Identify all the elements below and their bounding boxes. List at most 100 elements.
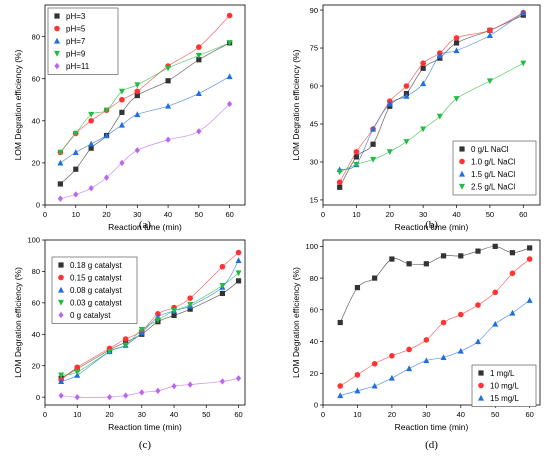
data-point <box>171 308 178 314</box>
data-point <box>457 347 464 354</box>
data-point <box>187 301 194 308</box>
data-point <box>235 270 242 277</box>
y-tick-label: 60 <box>310 306 318 315</box>
x-tick-label: 30 <box>133 210 141 219</box>
data-point <box>219 290 226 297</box>
data-point <box>57 159 64 166</box>
data-point <box>187 381 193 388</box>
data-point <box>235 257 242 264</box>
legend-marker <box>54 50 60 57</box>
legend-marker <box>58 286 64 293</box>
data-point <box>453 96 460 102</box>
data-point <box>406 261 412 267</box>
data-point <box>235 375 242 382</box>
series-line <box>61 272 239 376</box>
data-point <box>354 387 361 394</box>
y-tick-label: 40 <box>32 330 40 339</box>
legend-label: 10 mg/L <box>490 382 519 391</box>
data-point <box>475 248 481 254</box>
y-tick-label: 80 <box>310 274 318 283</box>
data-point <box>58 392 64 399</box>
series-line <box>60 103 230 200</box>
data-point <box>388 374 395 381</box>
data-point <box>119 96 125 103</box>
legend-marker <box>478 394 484 401</box>
data-point <box>509 270 516 277</box>
data-point <box>337 383 344 389</box>
data-point <box>492 243 498 249</box>
data-point <box>57 195 63 202</box>
series-1 <box>337 243 533 326</box>
data-point <box>155 387 161 395</box>
x-tick-label: 50 <box>195 210 203 219</box>
legend-label: pH=5 <box>66 25 86 34</box>
chart-panel-2: 0 10 20 30 40 50 60 15 30 45 60 75 90 Reaction time (… <box>291 4 541 232</box>
legend-marker <box>478 370 484 376</box>
data-point <box>106 393 113 401</box>
series-line <box>60 252 239 381</box>
series-2 <box>337 256 533 389</box>
legend-marker <box>54 25 60 32</box>
x-tick-label: 50 <box>202 410 210 419</box>
legend: 0 g/L NaCl 1.0 g/L NaCl 1.5 g/L NaCl 2.5 g/… <box>452 140 537 196</box>
panel-label: (a) <box>139 219 152 231</box>
x-axis-title: Reaction time (min) <box>108 422 182 432</box>
x-tick-label: 60 <box>525 410 533 419</box>
x-tick-label: 20 <box>386 210 394 219</box>
data-point <box>165 65 172 72</box>
x-tick-label: 60 <box>234 410 242 419</box>
series-line <box>339 12 524 170</box>
y-tick-label: 20 <box>310 369 318 378</box>
data-point <box>165 102 172 109</box>
x-tick-label: 20 <box>102 210 110 219</box>
data-point <box>226 73 233 80</box>
data-point <box>457 311 464 318</box>
data-point <box>58 378 65 385</box>
data-point <box>73 166 79 172</box>
series-line <box>339 245 530 323</box>
data-point <box>171 382 177 390</box>
data-point <box>72 149 79 155</box>
data-point <box>57 181 63 187</box>
data-point <box>195 52 202 59</box>
data-point <box>219 282 226 289</box>
data-point <box>119 109 125 115</box>
data-point <box>235 249 242 256</box>
y-tick-label: 80 <box>32 32 40 41</box>
y-tick-label: 0 <box>36 201 40 210</box>
data-point <box>337 392 344 399</box>
data-point <box>492 289 499 296</box>
data-point <box>226 40 233 47</box>
data-point <box>134 147 140 154</box>
legend-marker <box>58 262 64 268</box>
x-tick-label: 40 <box>452 210 460 219</box>
y-tick-label: 15 <box>310 196 318 205</box>
y-axis-title: LOM Degration efficiency (%) <box>291 49 301 160</box>
data-point <box>336 179 343 186</box>
data-point <box>195 90 202 97</box>
x-tick-label: 30 <box>419 210 427 219</box>
panel-label: (d) <box>425 439 438 451</box>
panel-label: (b) <box>425 219 438 231</box>
data-point <box>187 306 193 312</box>
panel-label: (c) <box>139 439 152 451</box>
x-tick-label: 40 <box>170 410 178 419</box>
y-tick-label: 75 <box>310 44 318 53</box>
plot-frame <box>44 239 246 406</box>
data-point <box>337 319 343 326</box>
data-point <box>453 35 460 41</box>
data-point <box>520 60 527 67</box>
data-point <box>88 111 95 118</box>
legend-label: 0.08 g catalyst <box>70 286 122 295</box>
data-point <box>227 100 233 108</box>
data-point <box>74 364 81 371</box>
data-point <box>226 12 233 19</box>
data-point <box>165 136 171 143</box>
plot-frame <box>322 4 541 206</box>
data-point <box>520 9 527 16</box>
data-point <box>436 113 443 120</box>
legend-marker <box>459 158 465 165</box>
y-tick-label: 60 <box>32 74 40 83</box>
legend: 1 mg/L 10 mg/L 15 mg/L <box>471 364 537 407</box>
data-point <box>134 88 141 95</box>
